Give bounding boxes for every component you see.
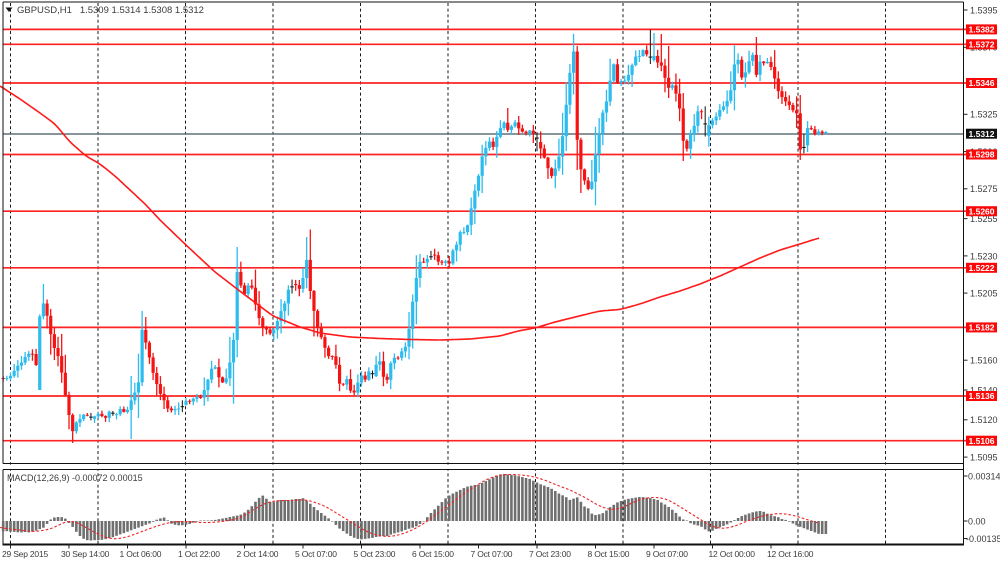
svg-text:-0.00135: -0.00135	[966, 534, 1000, 544]
svg-text:9 Oct 07:00: 9 Oct 07:00	[646, 549, 688, 559]
svg-text:1.5395: 1.5395	[970, 5, 998, 15]
svg-text:30 Sep 14:00: 30 Sep 14:00	[61, 549, 110, 559]
svg-text:1.5120: 1.5120	[970, 415, 998, 425]
svg-text:1.5140: 1.5140	[970, 385, 998, 395]
svg-text:1.5325: 1.5325	[970, 110, 998, 120]
svg-text:1.5182: 1.5182	[969, 323, 995, 333]
svg-text:1.5136: 1.5136	[969, 391, 995, 401]
svg-text:29 Sep 2015: 29 Sep 2015	[2, 549, 48, 559]
svg-text:1.5255: 1.5255	[970, 214, 998, 224]
svg-text:2 Oct 14:00: 2 Oct 14:00	[237, 549, 279, 559]
svg-text:1.5222: 1.5222	[969, 263, 995, 273]
svg-text:1.5298: 1.5298	[969, 150, 995, 160]
svg-text:GBPUSD,H1 1.5309 1.5314 1.53: GBPUSD,H1 1.5309 1.5314 1.5308 1.5312	[17, 5, 204, 16]
svg-text:1.5372: 1.5372	[969, 40, 995, 50]
svg-text:6 Oct 15:00: 6 Oct 15:00	[412, 549, 454, 559]
svg-text:1.5230: 1.5230	[970, 251, 998, 261]
svg-text:1.5275: 1.5275	[970, 184, 998, 194]
svg-text:1.5260: 1.5260	[969, 206, 995, 216]
svg-text:1.5382: 1.5382	[969, 25, 995, 35]
svg-text:1.5095: 1.5095	[970, 453, 998, 463]
svg-text:1.5205: 1.5205	[970, 289, 998, 299]
svg-text:8 Oct 15:00: 8 Oct 15:00	[588, 549, 630, 559]
svg-text:5 Oct 23:00: 5 Oct 23:00	[354, 549, 396, 559]
svg-text:1.5106: 1.5106	[969, 436, 995, 446]
svg-text:0.00: 0.00	[968, 516, 986, 526]
svg-text:5 Oct 07:00: 5 Oct 07:00	[295, 549, 337, 559]
svg-text:12 Oct 16:00: 12 Oct 16:00	[767, 549, 814, 559]
svg-text:1 Oct 06:00: 1 Oct 06:00	[120, 549, 162, 559]
svg-text:7 Oct 07:00: 7 Oct 07:00	[471, 549, 513, 559]
svg-text:12 Oct 00:00: 12 Oct 00:00	[709, 549, 756, 559]
svg-text:1 Oct 22:00: 1 Oct 22:00	[178, 549, 220, 559]
svg-text:1.5312: 1.5312	[969, 129, 995, 139]
svg-text:1.5160: 1.5160	[970, 356, 998, 366]
svg-text:0.00314: 0.00314	[968, 471, 1000, 481]
svg-text:7 Oct 23:00: 7 Oct 23:00	[529, 549, 571, 559]
svg-text:1.5346: 1.5346	[969, 78, 995, 88]
svg-text:MACD(12,26,9) -0.00072 0.00015: MACD(12,26,9) -0.00072 0.00015	[7, 473, 143, 483]
